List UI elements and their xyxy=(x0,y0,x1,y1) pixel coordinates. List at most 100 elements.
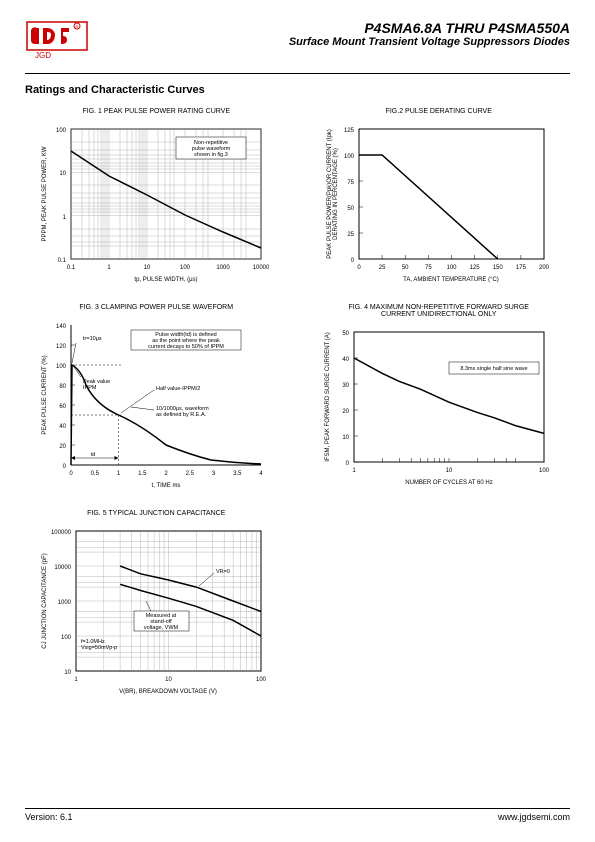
svg-text:TA, AMBIENT TEMPERATURE (°C): TA, AMBIENT TEMPERATURE (°C) xyxy=(403,277,499,283)
svg-text:140: 140 xyxy=(56,324,67,330)
svg-text:JGD: JGD xyxy=(35,51,51,60)
svg-text:200: 200 xyxy=(539,265,550,271)
svg-text:current decays to 50% of IPPM: current decays to 50% of IPPM xyxy=(148,344,224,350)
svg-text:0.1: 0.1 xyxy=(67,265,76,271)
svg-text:as defined by R.E.A.: as defined by R.E.A. xyxy=(156,412,207,418)
svg-text:CJ JUNCTION CAPACITANCE (pF): CJ JUNCTION CAPACITANCE (pF) xyxy=(42,553,48,648)
svg-text:8.3ms single half sine wave: 8.3ms single half sine wave xyxy=(460,366,527,372)
svg-text:60: 60 xyxy=(60,404,67,410)
svg-text:75: 75 xyxy=(347,180,354,186)
svg-text:PEAK PULSE CURRENT (%): PEAK PULSE CURRENT (%) xyxy=(42,355,48,434)
svg-text:25: 25 xyxy=(379,265,386,271)
title-sub: Surface Mount Transient Voltage Suppress… xyxy=(289,36,570,48)
fig5-title: FIG. 5 TYPICAL JUNCTION CAPACITANCE xyxy=(25,510,288,517)
svg-text:100: 100 xyxy=(539,468,550,474)
fig4-chart: 8.3ms single half sine wave 1 10 100 0 1… xyxy=(319,322,559,492)
svg-text:80: 80 xyxy=(60,384,67,390)
svg-text:1000: 1000 xyxy=(217,265,231,271)
svg-text:IPPM: IPPM xyxy=(83,385,97,391)
svg-text:50: 50 xyxy=(402,265,409,271)
section-heading: Ratings and Characteristic Curves xyxy=(25,84,570,96)
svg-text:10: 10 xyxy=(144,265,151,271)
fig1-chart: Non-repetitive pulse waveform shown in f… xyxy=(36,119,276,289)
svg-text:1: 1 xyxy=(63,215,67,221)
svg-text:0: 0 xyxy=(70,471,74,477)
svg-text:0: 0 xyxy=(63,464,67,470)
svg-text:100: 100 xyxy=(56,128,67,134)
svg-text:50: 50 xyxy=(347,206,354,212)
svg-text:10000: 10000 xyxy=(55,565,72,571)
fig3-title: FIG. 3 CLAMPING POWER PULSE WAVEFORM xyxy=(25,304,288,311)
svg-text:20: 20 xyxy=(60,444,67,450)
svg-text:40: 40 xyxy=(60,424,67,430)
svg-text:0.5: 0.5 xyxy=(91,471,100,477)
title-main: P4SMA6.8A THRU P4SMA550A xyxy=(289,20,570,36)
title-block: P4SMA6.8A THRU P4SMA550A Surface Mount T… xyxy=(289,20,570,48)
svg-text:R: R xyxy=(76,24,79,29)
svg-text:100000: 100000 xyxy=(51,530,72,536)
svg-text:1: 1 xyxy=(108,265,112,271)
svg-text:VR=0: VR=0 xyxy=(216,569,230,575)
fig3-chart: tr=10μs Pulse width(td) is defined as th… xyxy=(36,315,276,495)
svg-text:10: 10 xyxy=(165,677,172,683)
fig4-title: FIG. 4 MAXIMUM NON-REPETITIVE FORWARD SU… xyxy=(308,304,571,318)
svg-text:25: 25 xyxy=(347,232,354,238)
svg-text:100: 100 xyxy=(344,154,355,160)
header: R JGD P4SMA6.8A THRU P4SMA550A Surface M… xyxy=(25,20,570,65)
svg-text:150: 150 xyxy=(492,265,503,271)
svg-text:75: 75 xyxy=(425,265,432,271)
svg-text:50: 50 xyxy=(342,331,349,337)
svg-text:IFSM, PEAK FORWARD SURGE CURRE: IFSM, PEAK FORWARD SURGE CURRENT (A) xyxy=(325,332,331,462)
divider-top xyxy=(25,73,570,74)
fig2-cell: FIG.2 PULSE DERATING CURVE 0 25 50 75 10… xyxy=(308,108,571,289)
svg-text:10: 10 xyxy=(65,670,72,676)
svg-text:40: 40 xyxy=(342,357,349,363)
svg-text:1: 1 xyxy=(75,677,79,683)
svg-text:4: 4 xyxy=(260,471,264,477)
svg-text:tp, PULSE WIDTH, (μs): tp, PULSE WIDTH, (μs) xyxy=(135,277,198,283)
fig2-chart: 0 25 50 75 100 125 150 175 200 0 25 50 7… xyxy=(319,119,559,289)
footer-url: www.jgdsemi.com xyxy=(498,812,570,822)
svg-text:100: 100 xyxy=(180,265,191,271)
svg-text:1: 1 xyxy=(117,471,121,477)
svg-text:100: 100 xyxy=(446,265,457,271)
svg-text:t, TIME ms: t, TIME ms xyxy=(152,483,181,489)
fig4-cell: FIG. 4 MAXIMUM NON-REPETITIVE FORWARD SU… xyxy=(308,304,571,495)
svg-text:shown in fig.3: shown in fig.3 xyxy=(194,152,228,158)
svg-text:100: 100 xyxy=(61,635,72,641)
fig5-cell: FIG. 5 TYPICAL JUNCTION CAPACITANCE xyxy=(25,510,288,701)
logo: R JGD xyxy=(25,20,100,65)
svg-text:2: 2 xyxy=(165,471,169,477)
fig1-cell: FIG. 1 PEAK PULSE POWER RATING CURVE xyxy=(25,108,288,289)
svg-text:10: 10 xyxy=(342,435,349,441)
svg-text:0: 0 xyxy=(357,265,361,271)
svg-text:0: 0 xyxy=(350,258,354,264)
svg-text:120: 120 xyxy=(56,344,67,350)
footer-divider xyxy=(25,808,570,809)
svg-text:10: 10 xyxy=(60,171,67,177)
svg-text:DERATING IN PERCENTAGE (%): DERATING IN PERCENTAGE (%) xyxy=(333,148,339,240)
svg-text:0.1: 0.1 xyxy=(58,258,67,264)
fig2-title: FIG.2 PULSE DERATING CURVE xyxy=(308,108,571,115)
svg-text:2.5: 2.5 xyxy=(186,471,195,477)
svg-text:V(BR), BREAKDOWN VOLTAGE (V): V(BR), BREAKDOWN VOLTAGE (V) xyxy=(119,689,217,695)
svg-text:0: 0 xyxy=(345,461,349,467)
svg-text:3.5: 3.5 xyxy=(233,471,242,477)
svg-text:10000: 10000 xyxy=(253,265,270,271)
svg-text:125: 125 xyxy=(469,265,480,271)
svg-text:Half value-IPPM/2: Half value-IPPM/2 xyxy=(156,386,200,392)
footer-version: Version: 6.1 xyxy=(25,812,73,822)
svg-text:175: 175 xyxy=(516,265,527,271)
footer: Version: 6.1 www.jgdsemi.com xyxy=(25,808,570,822)
charts-grid: FIG. 1 PEAK PULSE POWER RATING CURVE xyxy=(25,108,570,701)
svg-text:1000: 1000 xyxy=(58,600,72,606)
svg-text:Vsig=50mVp-p: Vsig=50mVp-p xyxy=(81,645,117,651)
svg-text:100: 100 xyxy=(256,677,267,683)
svg-text:tr=10μs: tr=10μs xyxy=(83,336,102,342)
svg-text:voltage, VWM: voltage, VWM xyxy=(144,625,179,631)
svg-text:1: 1 xyxy=(352,468,356,474)
svg-text:20: 20 xyxy=(342,409,349,415)
svg-text:100: 100 xyxy=(56,364,67,370)
svg-text:10: 10 xyxy=(445,468,452,474)
svg-text:3: 3 xyxy=(212,471,216,477)
